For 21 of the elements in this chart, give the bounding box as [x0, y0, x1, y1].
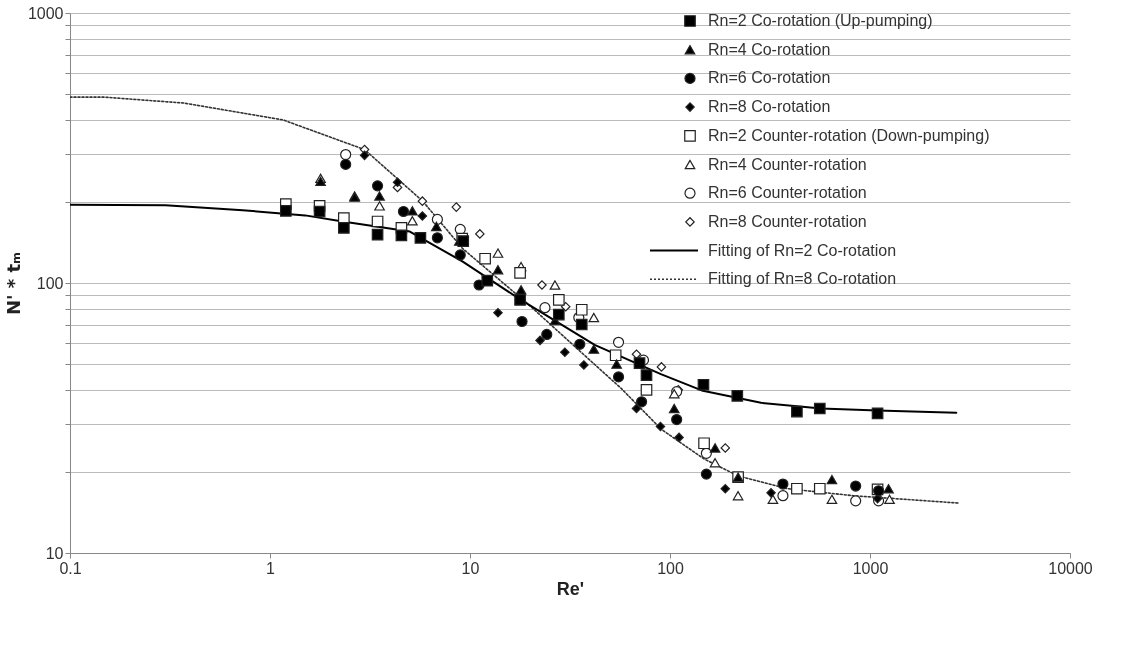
x-tick-label: 1	[266, 559, 276, 577]
legend-label: Rn=8 Counter-rotation	[708, 212, 867, 230]
x-tick-label: 0.1	[59, 559, 82, 577]
legend-label: Rn=6 Co-rotation	[708, 69, 831, 87]
legend-label: Rn=4 Co-rotation	[708, 40, 831, 58]
legend-label: Rn=6 Counter-rotation	[708, 184, 867, 202]
x-tick-label: 1000	[852, 559, 889, 577]
legend-label: Rn=2 Co-rotation (Up-pumping)	[708, 12, 933, 29]
legend-label: Fitting of Rn=8 Co-rotation	[708, 270, 897, 288]
legend-label: Fitting of Rn=2 Co-rotation	[708, 241, 897, 259]
legend-label: Rn=2 Counter-rotation (Down-pumping)	[708, 126, 990, 144]
y-tick-label: 100	[36, 274, 64, 292]
y-tick-label: 1000	[27, 4, 64, 22]
y-tick-label: 10	[45, 544, 64, 562]
y-axis-title: N' * tₘ	[2, 251, 24, 316]
x-axis-title: Re'	[556, 578, 585, 599]
legend-label: Rn=4 Counter-rotation	[708, 155, 867, 173]
x-tick-label: 10	[461, 559, 480, 577]
legend-label: Rn=8 Co-rotation	[708, 98, 831, 116]
x-tick-label: 10000	[1048, 559, 1093, 577]
x-tick-label: 100	[657, 559, 684, 577]
